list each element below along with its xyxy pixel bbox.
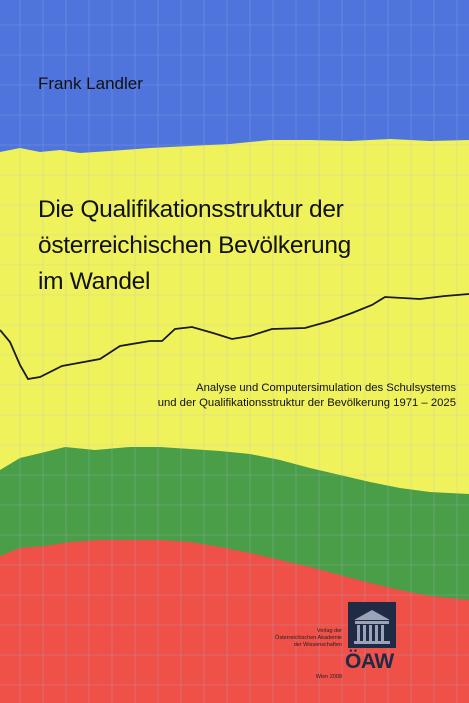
academy-building-icon	[348, 602, 396, 648]
title-line: im Wandel	[38, 268, 151, 295]
publisher-name: Verlag der Österreichischen Akademie der…	[240, 628, 342, 649]
place-year: Wien 2008	[315, 674, 342, 680]
book-title: Die Qualifikationsstruktur der österreic…	[38, 192, 458, 300]
oaw-logo: ÖAW	[345, 650, 394, 673]
subtitle-line: und der Qualifikationsstruktur der Bevöl…	[157, 397, 456, 409]
publisher-line: Österreichischen Akademie	[275, 635, 342, 641]
title-line: österreichischen Bevölkerung	[38, 232, 351, 259]
publisher-line: der Wissenschaften	[293, 642, 342, 648]
title-line: Die Qualifikationsstruktur der	[38, 196, 344, 223]
book-subtitle: Analyse und Computersimulation des Schul…	[90, 381, 456, 411]
subtitle-line: Analyse und Computersimulation des Schul…	[196, 382, 456, 394]
trend-line	[0, 293, 469, 380]
red-band	[0, 540, 469, 703]
publisher-line: Verlag der	[316, 628, 342, 634]
author-name: Frank Landler	[38, 74, 143, 93]
